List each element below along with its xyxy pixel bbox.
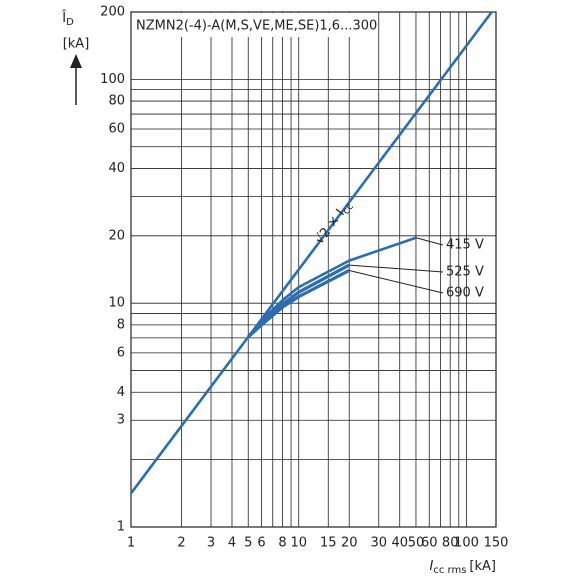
- y-tick-label: 1: [117, 520, 125, 535]
- y-tick-label: 200: [100, 5, 125, 20]
- y-tick-label: 4: [117, 385, 125, 400]
- y-tick-label: 80: [108, 94, 125, 109]
- x-tick-label: 3: [207, 536, 215, 551]
- x-tick-label: 4: [228, 536, 236, 551]
- chart-title: NZMN2(-4)-A(M,S,VE,ME,SE)1,6...300: [136, 19, 377, 34]
- y-tick-label: 10: [108, 296, 125, 311]
- y-tick-label: 40: [108, 161, 125, 176]
- x-tick-label: 30: [370, 536, 387, 551]
- leader-line: [349, 264, 444, 273]
- x-tick-label: 50: [408, 536, 425, 551]
- y-tick-label: 100: [100, 72, 125, 87]
- y-tick-label: 8: [117, 317, 125, 332]
- y-tick-label: 60: [108, 122, 125, 137]
- x-tick-label: 8: [278, 536, 286, 551]
- x-tick-label: 150: [484, 536, 509, 551]
- x-tick-label: 60: [421, 536, 438, 551]
- y-tick-label: 3: [117, 413, 125, 428]
- x-tick-label: 5: [244, 536, 252, 551]
- x-tick-label: 80: [442, 536, 459, 551]
- y-tick-label: 20: [108, 228, 125, 243]
- x-tick-label: 6: [257, 536, 265, 551]
- x-tick-label: 15: [320, 536, 337, 551]
- leader-line: [415, 237, 444, 246]
- title-box: [132, 13, 367, 37]
- y-label: ÎD: [61, 10, 74, 29]
- x-tick-label: 20: [341, 536, 358, 551]
- series-label: 415 V: [446, 238, 484, 253]
- series-label: 525 V: [446, 265, 484, 280]
- x-label: Icc rms [kA]: [430, 559, 496, 577]
- leader-line: [349, 269, 444, 294]
- series-label-sub: cc: [341, 201, 356, 216]
- x-tick-label: 2: [177, 536, 185, 551]
- series-label: 690 V: [446, 286, 484, 301]
- series-line: [247, 236, 417, 338]
- x-tick-label: 10: [290, 536, 307, 551]
- y-unit: [kA]: [63, 37, 90, 52]
- x-tick-label: 40: [391, 536, 408, 551]
- x-tick-label: 1: [127, 536, 135, 551]
- series-line: [129, 11, 493, 495]
- y-arrow-head: [70, 54, 82, 68]
- y-tick-label: 6: [117, 345, 125, 360]
- series-line: [247, 269, 350, 339]
- x-tick-label: 100: [454, 536, 479, 551]
